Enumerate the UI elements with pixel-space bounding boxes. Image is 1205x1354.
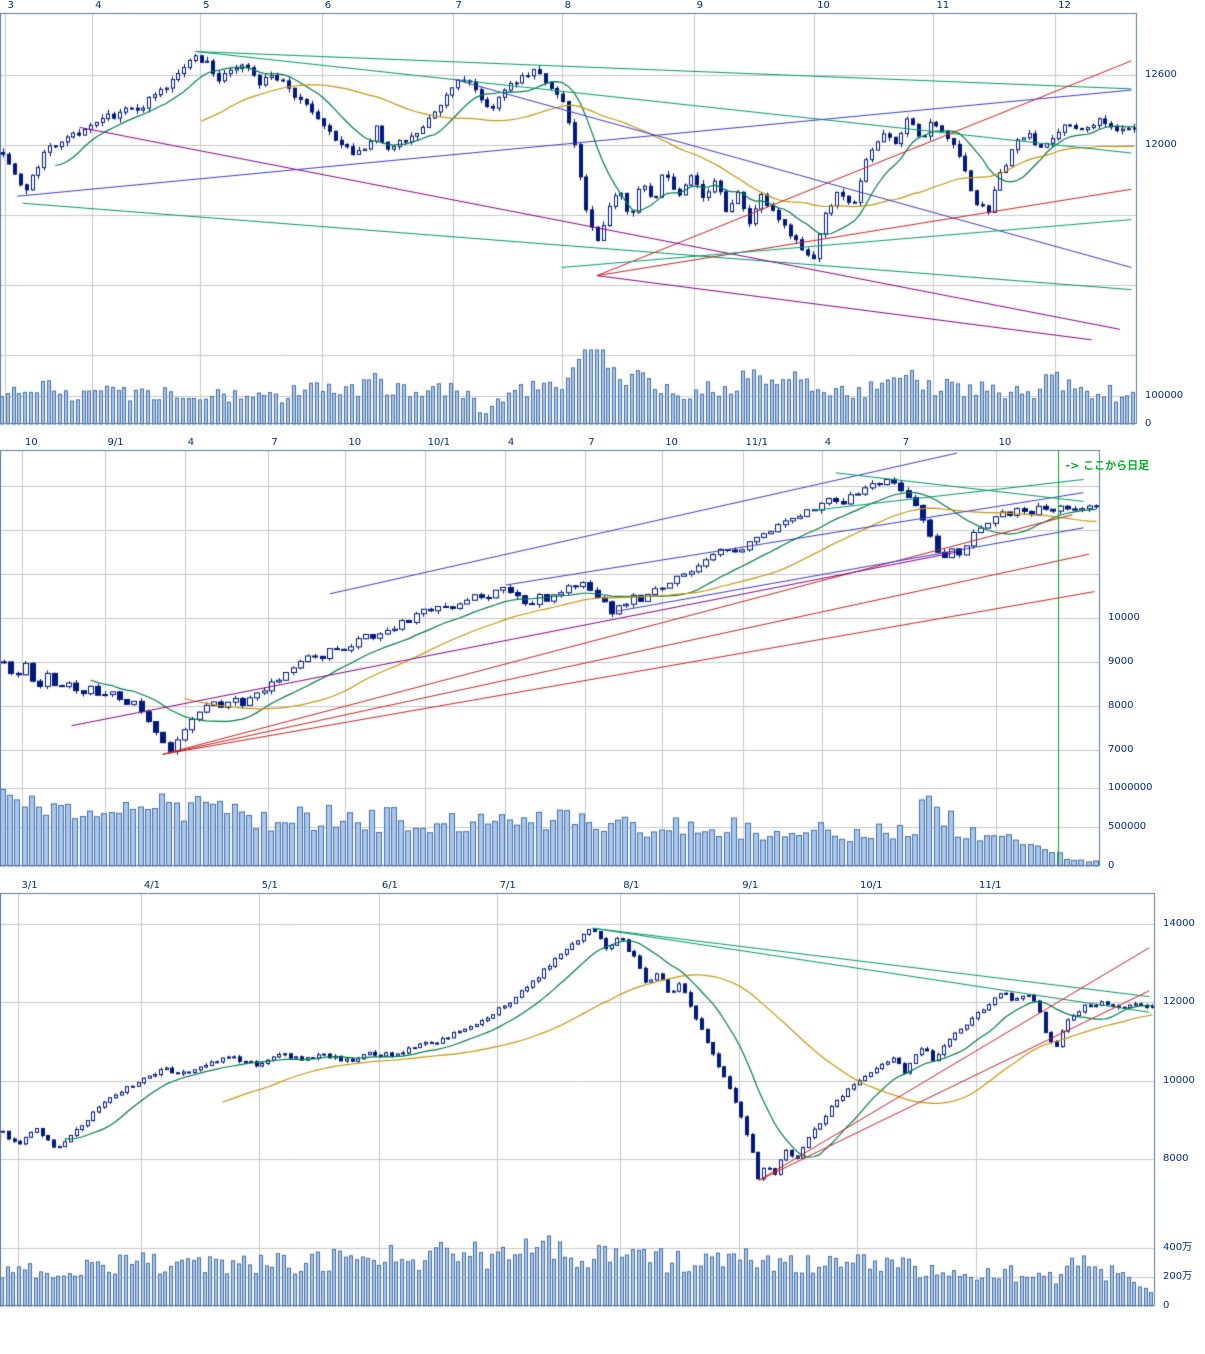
x-tick-label: 9/1 xyxy=(742,880,759,891)
x-tick-label: 10 xyxy=(998,437,1012,448)
long-daily-chart-canvas xyxy=(0,880,1205,1354)
y-tick-label: 7000 xyxy=(1108,743,1134,755)
y-tick-label: 12000 xyxy=(1145,138,1177,150)
x-tick-label: 9/1 xyxy=(107,437,124,448)
x-tick-label: 8 xyxy=(564,0,572,11)
x-tick-label: 3 xyxy=(7,0,14,11)
volume-tick-label: 400万 xyxy=(1163,1241,1193,1253)
x-tick-label: 10 xyxy=(817,0,830,11)
x-tick-label: 3/1 xyxy=(21,880,38,891)
x-tick-label: 10/1 xyxy=(427,437,451,448)
x-tick-label: 10 xyxy=(348,437,362,448)
x-tick-label: 4 xyxy=(95,0,102,11)
x-tick-label: 5/1 xyxy=(261,880,278,891)
x-tick-label: 10/1 xyxy=(860,880,883,891)
x-tick-label: 4 xyxy=(507,437,515,448)
x-tick-label: 7 xyxy=(271,437,278,448)
volume-tick-label: 500000 xyxy=(1108,820,1147,832)
x-tick-label: 7/1 xyxy=(499,880,516,891)
x-tick-label: 7 xyxy=(455,0,462,11)
x-tick-label: 6 xyxy=(324,0,332,11)
x-tick-label: 7 xyxy=(902,437,910,448)
x-tick-label: 6/1 xyxy=(381,880,398,891)
volume-tick-label: 200万 xyxy=(1163,1270,1193,1282)
y-tick-label: 12000 xyxy=(1163,996,1195,1008)
annotation-daily-from-here: -> ここから日足 xyxy=(1065,459,1150,472)
x-tick-label: 10 xyxy=(665,437,678,448)
x-tick-label: 11/1 xyxy=(745,437,768,448)
x-tick-label: 4 xyxy=(824,437,832,448)
y-tick-label: 10000 xyxy=(1108,611,1140,623)
volume-tick-label: 0 xyxy=(1145,418,1152,429)
volume-tick-label: 0 xyxy=(1108,860,1115,871)
y-tick-label: 14000 xyxy=(1163,918,1195,930)
weekly-chart-panel: -> ここから日足 10 9/1 4 7 10 10/1 4 7 10 11/1 4 7 10 10000… xyxy=(0,437,1205,877)
weekly-chart-canvas xyxy=(0,437,1205,877)
y-tick-label: 9000 xyxy=(1108,655,1134,667)
volume-tick-label: 1000000 xyxy=(1108,781,1153,793)
x-tick-label: 8/1 xyxy=(623,880,640,891)
x-tick-label: 9 xyxy=(696,0,703,11)
volume-tick-label: 0 xyxy=(1163,1300,1170,1311)
x-tick-label: 5 xyxy=(203,0,210,11)
recent-daily-chart-panel: 3 4 5 6 7 8 9 10 11 12 12600 12000 100000 0 xyxy=(0,0,1205,432)
volume-tick-label: 100000 xyxy=(1145,389,1184,401)
x-tick-label: 4 xyxy=(187,437,195,448)
long-daily-chart-panel: 3/1 4/1 5/1 6/1 7/1 8/1 9/1 10/1 11/1 14000 12000 1… xyxy=(0,880,1205,1354)
y-tick-label: 8000 xyxy=(1108,699,1134,711)
y-tick-label: 12600 xyxy=(1145,68,1177,80)
y-tick-label: 8000 xyxy=(1163,1152,1189,1164)
y-tick-label: 10000 xyxy=(1163,1074,1195,1086)
x-tick-label: 10 xyxy=(25,437,38,448)
x-tick-label: 11/1 xyxy=(978,880,1002,891)
x-tick-label: 12 xyxy=(1058,0,1071,11)
x-tick-label: 11 xyxy=(936,0,950,11)
recent-daily-chart-canvas xyxy=(0,0,1205,432)
x-tick-label: 7 xyxy=(588,437,595,448)
x-tick-label: 4/1 xyxy=(143,880,160,891)
